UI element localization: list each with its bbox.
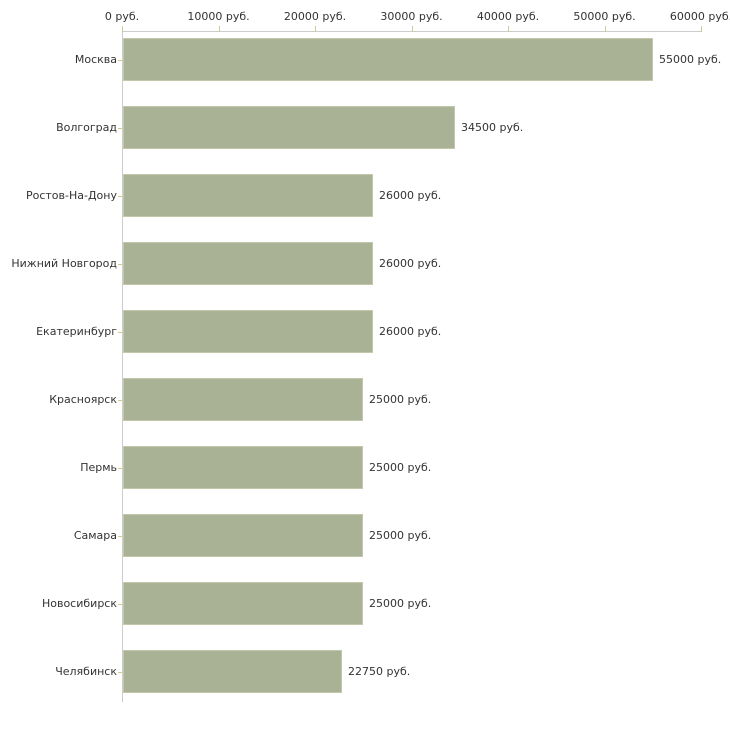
value-label: 25000 руб. bbox=[369, 529, 432, 542]
y-tick-mark bbox=[118, 536, 122, 537]
bar bbox=[123, 650, 342, 693]
value-label: 34500 руб. bbox=[461, 121, 524, 134]
category-label: Волгоград bbox=[56, 121, 117, 134]
y-tick-mark bbox=[118, 604, 122, 605]
category-label: Нижний Новгород bbox=[11, 257, 117, 270]
category-label: Красноярск bbox=[49, 393, 117, 406]
y-tick-mark bbox=[118, 128, 122, 129]
category-label: Челябинск bbox=[55, 665, 117, 678]
value-label: 55000 руб. bbox=[659, 53, 722, 66]
value-label: 25000 руб. bbox=[369, 597, 432, 610]
category-label: Самара bbox=[73, 529, 117, 542]
y-axis-line bbox=[122, 31, 123, 702]
y-tick-mark bbox=[118, 264, 122, 265]
value-label: 22750 руб. bbox=[348, 665, 411, 678]
y-tick-mark bbox=[118, 468, 122, 469]
x-tick-mark bbox=[605, 26, 606, 32]
x-tick-mark bbox=[508, 26, 509, 32]
x-tick-label: 60000 руб. bbox=[669, 10, 730, 23]
bar bbox=[123, 310, 373, 353]
bar bbox=[123, 242, 373, 285]
x-tick-mark bbox=[315, 26, 316, 32]
y-tick-mark bbox=[118, 672, 122, 673]
x-tick-mark bbox=[122, 26, 123, 32]
value-label: 26000 руб. bbox=[379, 325, 442, 338]
y-tick-mark bbox=[118, 60, 122, 61]
bar bbox=[123, 514, 363, 557]
x-tick-label: 20000 руб. bbox=[283, 10, 347, 23]
x-tick-label: 40000 руб. bbox=[476, 10, 540, 23]
y-tick-mark bbox=[118, 400, 122, 401]
category-label: Ростов-На-Дону bbox=[25, 189, 117, 202]
category-label: Пермь bbox=[80, 461, 117, 474]
x-tick-label: 10000 руб. bbox=[187, 10, 250, 23]
value-label: 25000 руб. bbox=[369, 461, 432, 474]
value-label: 26000 руб. bbox=[379, 257, 442, 270]
y-tick-mark bbox=[118, 196, 122, 197]
bar bbox=[123, 174, 373, 217]
category-label: Новосибирск bbox=[41, 597, 117, 610]
bar bbox=[123, 378, 363, 421]
category-label: Москва bbox=[74, 53, 117, 66]
value-label: 25000 руб. bbox=[369, 393, 432, 406]
bar bbox=[123, 38, 653, 81]
bar bbox=[123, 582, 363, 625]
value-label: 26000 руб. bbox=[379, 189, 442, 202]
x-tick-mark bbox=[219, 26, 220, 32]
bar bbox=[123, 106, 455, 149]
x-tick-label: 0 руб. bbox=[104, 10, 140, 23]
x-tick-mark bbox=[701, 26, 702, 32]
category-label: Екатеринбург bbox=[36, 325, 117, 338]
bar bbox=[123, 446, 363, 489]
x-tick-label: 30000 руб. bbox=[380, 10, 443, 23]
x-tick-mark bbox=[412, 26, 413, 32]
y-tick-mark bbox=[118, 332, 122, 333]
x-tick-label: 50000 руб. bbox=[573, 10, 636, 23]
